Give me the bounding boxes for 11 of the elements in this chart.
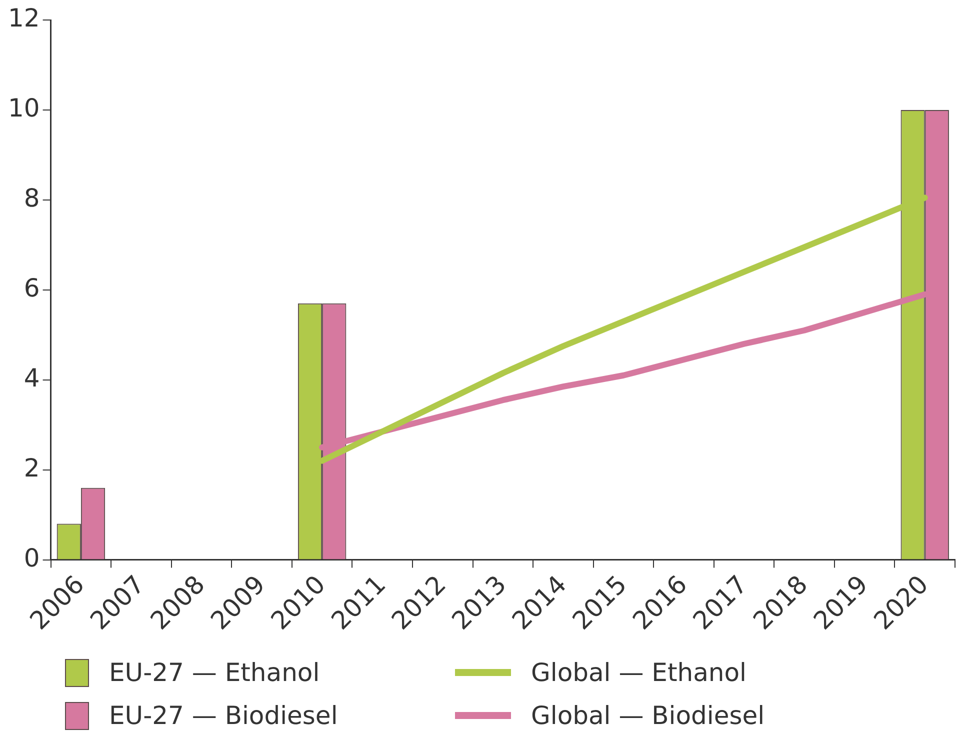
y-tick-label: 0 [24,543,40,572]
legend-label: Global — Biodiesel [531,701,765,730]
y-tick-label: 6 [24,273,40,302]
legend-label: EU-27 — Biodiesel [109,701,338,730]
y-tick-label: 4 [24,363,40,392]
legend-label: Global — Ethanol [531,658,746,687]
y-tick-label: 12 [8,4,40,32]
y-tick-label: 2 [24,453,40,482]
y-tick-label: 8 [24,183,40,212]
legend-label: EU-27 — Ethanol [109,658,320,687]
y-tick-label: 10 [8,93,40,122]
